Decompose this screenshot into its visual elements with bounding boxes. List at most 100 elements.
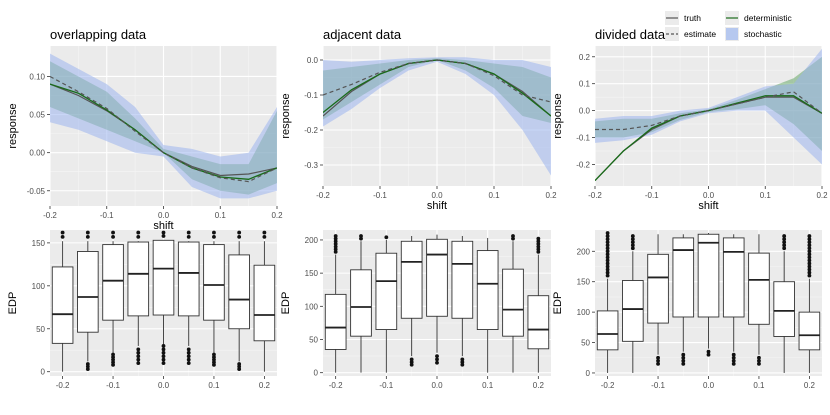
y-axis-label: EDP bbox=[280, 292, 292, 315]
x-tick-label: 0.0 bbox=[158, 211, 170, 220]
outlier-point bbox=[136, 347, 141, 352]
y-tick-label: 150 bbox=[305, 269, 319, 278]
x-tick-label: -0.2 bbox=[601, 381, 615, 390]
boxplot-3 bbox=[400, 235, 423, 367]
y-tick-label: 0.0 bbox=[307, 56, 319, 65]
legend-label: stochastic bbox=[744, 29, 783, 39]
x-tick-label: -0.1 bbox=[645, 191, 659, 200]
boxplot-2 bbox=[375, 235, 398, 373]
x-tick-label: 0.0 bbox=[431, 191, 443, 200]
outlier-point bbox=[161, 230, 166, 235]
outlier-point bbox=[605, 237, 610, 242]
box-iqr bbox=[798, 311, 821, 351]
outlier-point bbox=[186, 347, 191, 352]
x-tick-label: -0.2 bbox=[56, 381, 70, 390]
outlier-point bbox=[359, 236, 363, 241]
outlier-point bbox=[136, 234, 141, 239]
plot-area bbox=[324, 234, 550, 373]
box-iqr bbox=[527, 295, 550, 350]
outlier-point bbox=[605, 246, 610, 251]
box-iqr bbox=[622, 280, 644, 342]
y-tick-label: 100 bbox=[305, 302, 319, 311]
outlier-point bbox=[85, 234, 90, 239]
outlier-point bbox=[85, 230, 90, 235]
outlier-point bbox=[111, 234, 115, 239]
boxplot-0 bbox=[596, 231, 619, 373]
stochastic-estimate-line bbox=[50, 75, 277, 183]
box-iqr bbox=[502, 268, 524, 337]
outlier-point bbox=[511, 236, 515, 241]
outlier-point bbox=[681, 361, 686, 366]
plot-area bbox=[323, 57, 551, 176]
outlier-point bbox=[136, 361, 141, 366]
x-tick-label: -0.2 bbox=[316, 191, 330, 200]
box-iqr bbox=[102, 244, 124, 321]
outlier-point bbox=[630, 237, 635, 242]
x-tick-label: 0.2 bbox=[271, 211, 283, 220]
outlier-point bbox=[630, 234, 635, 238]
box-iqr bbox=[773, 281, 795, 337]
x-tick-label: -0.1 bbox=[106, 381, 120, 390]
legend-item-deterministic: deterministic bbox=[725, 11, 792, 25]
outlier-point bbox=[262, 234, 267, 239]
y-tick-label: 50 bbox=[309, 336, 318, 345]
outlier-point bbox=[605, 258, 610, 263]
outlier-point bbox=[605, 240, 610, 245]
outlier-point bbox=[681, 358, 686, 363]
outlier-point bbox=[807, 264, 812, 269]
y-tick-label: -0.3 bbox=[304, 161, 318, 170]
box-iqr bbox=[476, 250, 499, 330]
y-tick-label: -0.2 bbox=[304, 126, 318, 135]
boxplot-8 bbox=[798, 234, 821, 373]
y-tick-label: 100 bbox=[577, 308, 591, 317]
outlier-point bbox=[212, 234, 216, 239]
y-tick-label: 0 bbox=[41, 368, 46, 377]
y-tick-label: 200 bbox=[305, 236, 319, 245]
outlier-point bbox=[435, 360, 439, 365]
box-iqr bbox=[177, 241, 200, 317]
outlier-point bbox=[212, 230, 216, 235]
x-tick-label: -0.1 bbox=[379, 381, 393, 390]
outlier-point bbox=[782, 240, 787, 245]
box-iqr bbox=[451, 240, 474, 319]
outlier-point bbox=[262, 230, 267, 235]
y-tick-label: -0.1 bbox=[576, 134, 590, 143]
outlier-point bbox=[186, 357, 191, 362]
boxplot-4 bbox=[152, 230, 175, 366]
outlier-point bbox=[605, 243, 610, 248]
x-tick-label: 0.1 bbox=[760, 191, 772, 200]
outlier-point bbox=[731, 355, 736, 360]
outlier-point bbox=[807, 240, 812, 245]
stochastic-estimate-line bbox=[595, 91, 822, 131]
outlier-point bbox=[136, 357, 141, 362]
outlier-point bbox=[757, 361, 761, 366]
outlier-point bbox=[605, 264, 610, 269]
boxplot-1 bbox=[77, 230, 99, 372]
y-tick-label: 50 bbox=[36, 325, 45, 334]
outlier-point bbox=[605, 231, 610, 235]
plot-area bbox=[596, 231, 821, 373]
x-tick-label: 0.1 bbox=[488, 191, 500, 200]
x-tick-label: 0.1 bbox=[208, 381, 220, 390]
x-tick-label: -0.2 bbox=[588, 191, 602, 200]
y-tick-label: 0 bbox=[586, 369, 591, 378]
y-tick-label: 0.0 bbox=[579, 107, 591, 116]
outlier-point bbox=[161, 361, 166, 366]
outlier-point bbox=[782, 237, 787, 242]
outlier-point bbox=[807, 258, 812, 263]
outlier-point bbox=[333, 242, 338, 246]
boxplot-6 bbox=[748, 234, 770, 366]
plot-area bbox=[595, 48, 822, 182]
box-iqr bbox=[722, 237, 745, 318]
x-tick-label: 0.0 bbox=[431, 381, 443, 390]
box-iqr bbox=[596, 310, 619, 351]
x-tick-label: 0.2 bbox=[545, 191, 557, 200]
boxplot-0 bbox=[51, 230, 74, 372]
x-tick-label: 0.1 bbox=[753, 381, 765, 390]
box-iqr bbox=[426, 238, 448, 317]
outlier-point bbox=[656, 358, 660, 363]
outlier-point bbox=[186, 354, 191, 359]
outlier-point bbox=[757, 355, 761, 360]
outlier-point bbox=[460, 362, 465, 367]
outlier-point bbox=[536, 236, 541, 241]
